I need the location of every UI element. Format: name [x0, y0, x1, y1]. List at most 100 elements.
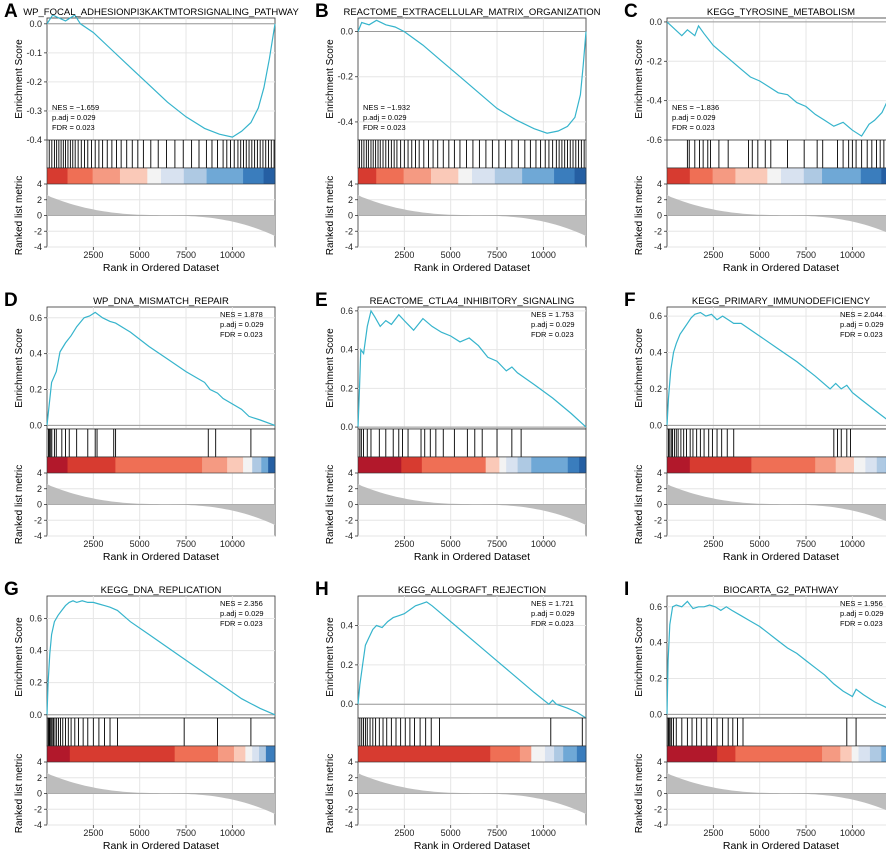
- nes-label: NES = −1.932: [363, 103, 410, 112]
- x-axis-title: Rank in Ordered Dataset: [103, 551, 219, 563]
- rank-heat-segment: [531, 746, 546, 762]
- xtick-label: 10000: [220, 828, 245, 838]
- rank-heat-border: [46, 456, 276, 474]
- metric-ytick-label: -2: [345, 804, 353, 814]
- x-axis-title: Rank in Ordered Dataset: [414, 840, 530, 852]
- metric-ytick-label: -4: [345, 820, 353, 830]
- panel-letter: E: [315, 290, 328, 311]
- es-ytick-label: 0.2: [649, 674, 662, 684]
- xtick-label: 7500: [796, 250, 816, 260]
- es-ytick-label: 0.0: [340, 699, 353, 709]
- es-ytick-label: 0.4: [29, 349, 42, 359]
- es-ytick-label: 0.0: [649, 420, 662, 430]
- rank-heat-segment: [265, 746, 276, 762]
- metric-axis-title: Ranked list metric: [325, 176, 336, 255]
- es-curve: [46, 14, 276, 138]
- xtick-label: 2500: [703, 250, 723, 260]
- xtick-label: 5000: [130, 250, 150, 260]
- es-plot-area: [46, 595, 276, 719]
- rank-heat-segment: [712, 168, 736, 184]
- rank-heat-segment: [161, 168, 185, 184]
- es-ytick-label: 0.0: [649, 709, 662, 719]
- es-ytick-label: -0.2: [26, 77, 42, 87]
- xtick-label: 10000: [531, 250, 556, 260]
- es-ytick-label: -0.6: [646, 135, 662, 145]
- xtick-label: 2500: [394, 539, 414, 549]
- es-ytick-label: -0.1: [26, 48, 42, 58]
- rank-heat-segment: [67, 457, 116, 473]
- rank-heat-segment: [689, 168, 714, 184]
- xtick-label: 2500: [394, 250, 414, 260]
- panel-letter: G: [4, 579, 19, 600]
- rank-heat-segment: [519, 746, 532, 762]
- es-curve: [46, 600, 276, 716]
- rank-heat-segment: [69, 746, 176, 762]
- es-ytick-label: 0.4: [649, 348, 662, 358]
- rank-heat-segment: [544, 746, 555, 762]
- hit-strip: [357, 139, 587, 169]
- es-curve: [357, 19, 587, 134]
- rank-heat-segment: [881, 168, 886, 184]
- es-ytick-label: 0.0: [340, 422, 353, 432]
- es-ytick-label: -0.4: [26, 135, 42, 145]
- es-ytick-label: 0.2: [649, 384, 662, 394]
- fdr-label: FDR = 0.023: [531, 330, 574, 339]
- es-curve: [357, 601, 587, 719]
- panel-title: KEGG_TYROSINE_METABOLISM: [707, 7, 855, 18]
- x-axis-title: Rank in Ordered Dataset: [103, 262, 219, 274]
- metric-ytick-label: 0: [657, 500, 662, 510]
- es-ytick-label: 0.6: [29, 613, 42, 623]
- es-axis-title: Enrichment Score: [634, 328, 645, 408]
- metric-ytick-label: 2: [348, 484, 353, 494]
- es-ytick-label: 0.0: [29, 710, 42, 720]
- metric-ytick-label: 0: [348, 500, 353, 510]
- es-ytick-label: 0.6: [340, 306, 353, 316]
- rank-heat-segment: [92, 168, 121, 184]
- metric-ytick-label: -2: [654, 226, 662, 236]
- rank-heat-segment: [358, 746, 491, 762]
- xtick-label: 7500: [796, 539, 816, 549]
- rank-heat-segment: [243, 168, 265, 184]
- metric-ytick-label: 4: [348, 757, 353, 767]
- rank-heat-segment: [822, 168, 862, 184]
- xtick-label: 5000: [750, 828, 770, 838]
- rank-heat-segment: [183, 168, 208, 184]
- metric-ytick-label: 0: [348, 789, 353, 799]
- metric-ytick-label: -2: [654, 804, 662, 814]
- rank-heat-segment: [853, 457, 866, 473]
- rank-heat-segment: [458, 168, 473, 184]
- es-curve: [46, 311, 276, 426]
- rank-heat-segment: [869, 746, 882, 762]
- es-ytick-label: 0.4: [340, 345, 353, 355]
- metric-ytick-label: -2: [34, 515, 42, 525]
- rank-heat-segment: [881, 746, 886, 762]
- panel-letter: B: [315, 1, 329, 22]
- es-plot-area: [357, 306, 587, 430]
- es-ytick-label: 0.6: [29, 313, 42, 323]
- metric-ytick-label: 2: [657, 195, 662, 205]
- rank-heat-segment: [689, 457, 752, 473]
- padj-label: p.adj = 0.029: [531, 320, 575, 329]
- metric-ytick-label: -2: [345, 515, 353, 525]
- es-plot-area: [357, 17, 587, 141]
- xtick-label: 2500: [703, 539, 723, 549]
- rank-heat-segment: [47, 746, 71, 762]
- xtick-label: 7500: [796, 828, 816, 838]
- fdr-label: FDR = 0.023: [220, 619, 263, 628]
- metric-ytick-label: 2: [37, 484, 42, 494]
- metric-axis-title: Ranked list metric: [14, 754, 25, 833]
- panel-title: BIOCARTA_G2_PATHWAY: [723, 585, 839, 596]
- rank-heat-border: [357, 167, 587, 185]
- rank-heat-segment: [858, 746, 871, 762]
- xtick-label: 5000: [441, 250, 461, 260]
- es-plot-area: [666, 306, 886, 430]
- gsea-panel-d: 0.0 0.2 0.4 0.6 4 2 0 -2 -4 2500 5000 7500 10000 WP_D…: [4, 290, 276, 563]
- padj-label: p.adj = 0.029: [840, 609, 884, 618]
- xtick-label: 5000: [750, 250, 770, 260]
- es-ytick-label: 0.4: [340, 621, 353, 631]
- es-axis-title: Enrichment Score: [634, 39, 645, 119]
- x-axis-title: Rank in Ordered Dataset: [414, 551, 530, 563]
- metric-ytick-label: -4: [34, 531, 42, 541]
- panel-letter: C: [624, 1, 638, 22]
- rank-heat-segment: [358, 457, 402, 473]
